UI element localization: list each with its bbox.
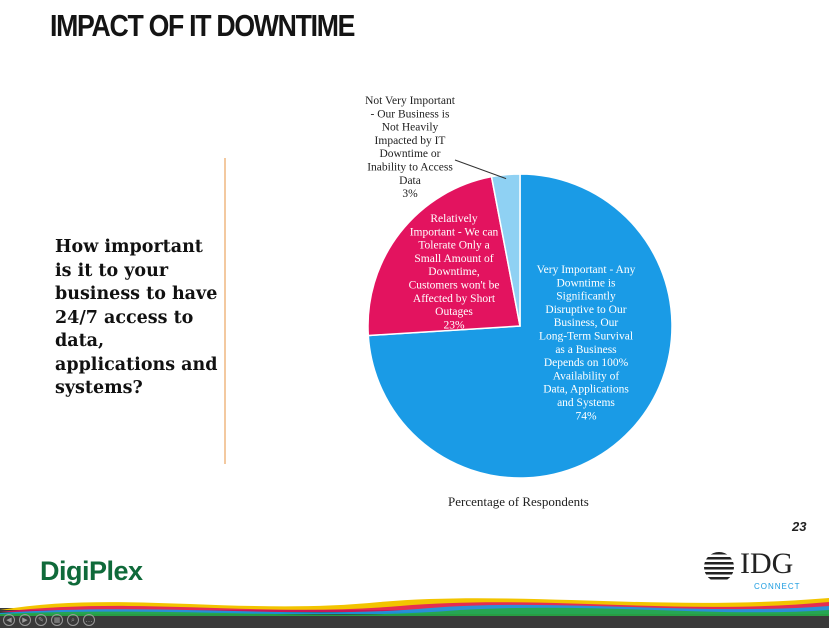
presentation-toolbar: ◀ ▶ ✎ ▦ ⌕ … [3, 614, 95, 626]
page-number: 23 [792, 519, 807, 534]
divider-line [224, 158, 226, 464]
more-icon[interactable]: … [83, 614, 95, 626]
idg-connect-logo: IDG CONNECT [698, 547, 808, 596]
pie-slice-not-very-important [490, 173, 521, 327]
digiplex-logo: DigiPlex [40, 556, 143, 586]
slides-icon[interactable]: ▦ [51, 614, 63, 626]
slice-label-very-important: Very Important - Any Downtime is Significa… [537, 264, 636, 422]
idg-logo-word: IDG [740, 547, 794, 580]
leader-line [454, 159, 507, 180]
idg-globe-icon [704, 552, 734, 582]
pen-icon[interactable]: ✎ [35, 614, 47, 626]
x-axis-label: Percentage of Respondents [448, 494, 589, 509]
zoom-icon[interactable]: ⌕ [67, 614, 79, 626]
decorative-wave-band [0, 598, 829, 628]
next-icon[interactable]: ▶ [19, 614, 31, 626]
slide-title: IMPACT OF IT DOWNTIME [50, 8, 355, 43]
slice-label-relatively-important: Relatively Important - We can Tolerate Onl… [409, 213, 500, 331]
survey-question: How important is it to your business to … [55, 237, 218, 398]
previous-icon[interactable]: ◀ [3, 614, 15, 626]
pie-slice-relatively-important [367, 175, 521, 337]
slice-label-not-very-important: Not Very Important - Our Business is Not H… [365, 95, 456, 200]
idg-logo-sub: CONNECT [754, 582, 801, 591]
